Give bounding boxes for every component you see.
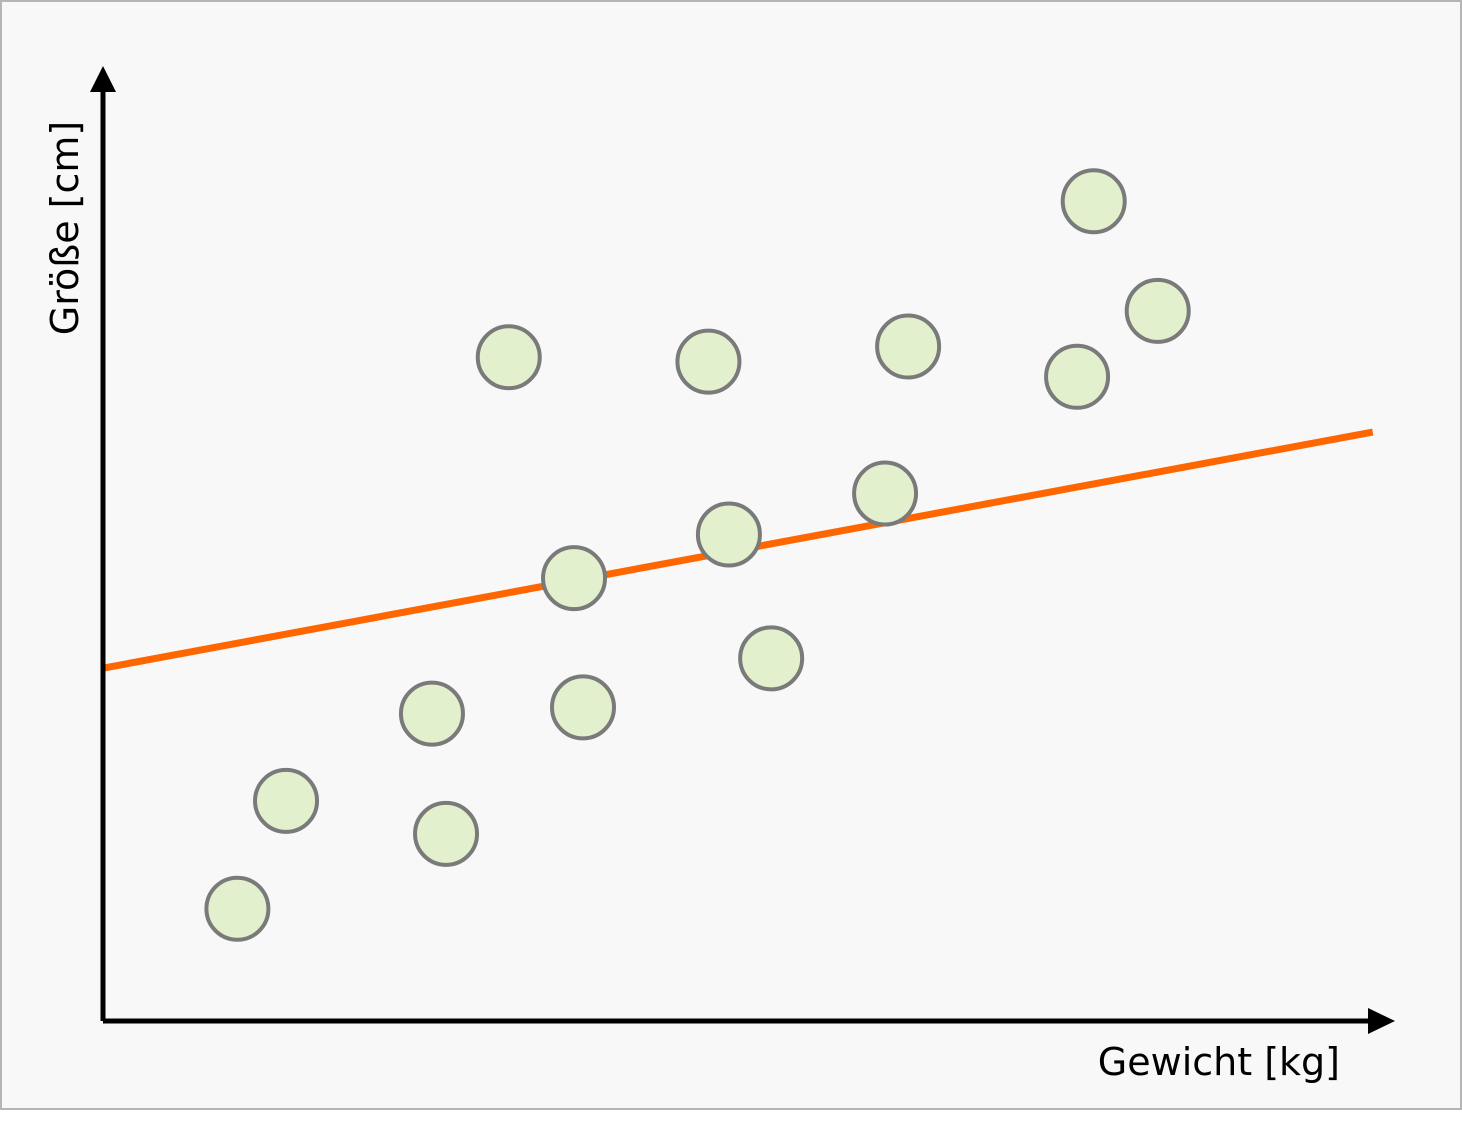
data-point-4	[413, 800, 480, 867]
data-point-7	[550, 674, 616, 741]
x-axis-title: Gewicht [kg]	[1098, 1040, 1340, 1084]
data-point-1	[204, 875, 271, 942]
data-point-3	[398, 680, 465, 747]
data-point-2	[253, 767, 320, 834]
data-point-13	[1044, 343, 1111, 410]
data-point-6	[541, 545, 608, 612]
data-point-10	[738, 625, 805, 692]
axes	[90, 66, 1395, 1034]
data-point-12	[875, 313, 942, 380]
y-axis-title: Größe [cm]	[43, 121, 87, 335]
data-point-11	[852, 460, 919, 527]
y-axis-arrow	[90, 66, 116, 92]
x-axis-arrow	[1368, 1008, 1395, 1034]
data-point-15	[1124, 277, 1191, 344]
data-point-5	[475, 324, 542, 391]
plot-area	[102, 168, 1374, 942]
data-point-14	[1060, 168, 1127, 235]
data-point-9	[695, 501, 762, 568]
data-point-8	[675, 328, 742, 395]
